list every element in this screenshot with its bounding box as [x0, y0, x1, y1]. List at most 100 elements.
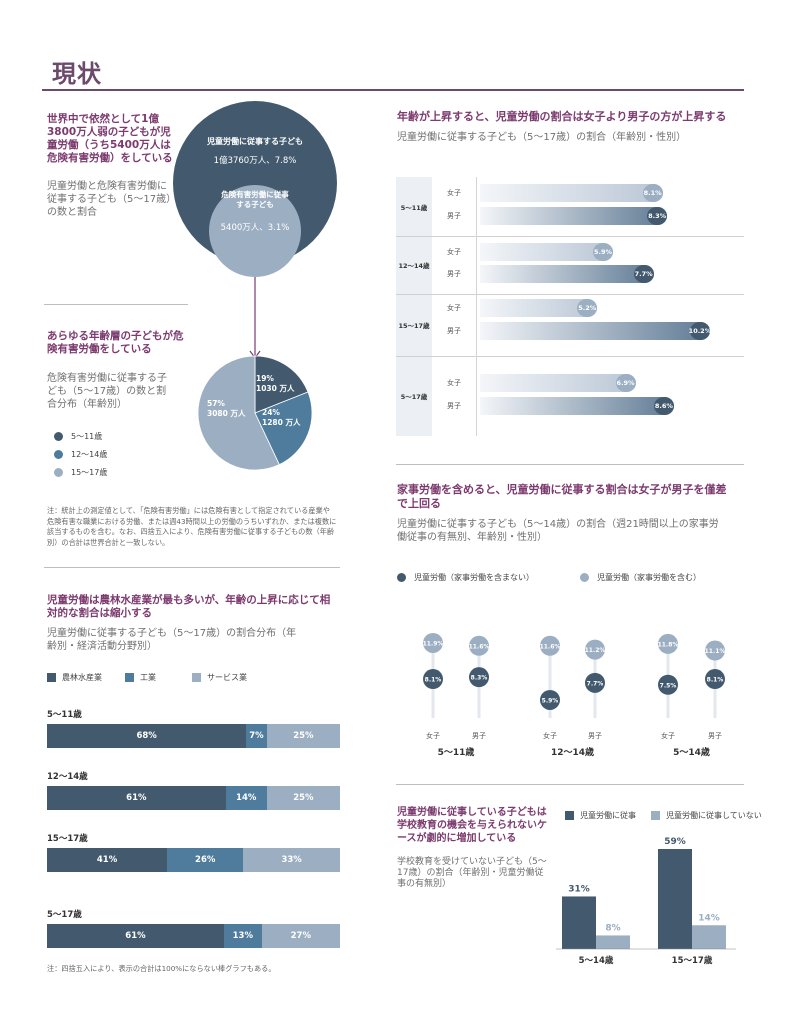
lollipop-dot-incl-household	[705, 640, 725, 661]
pie-label-5-11: 19% 1030 万人	[256, 374, 295, 393]
stack-headline: 児童労働は農林水産業が最も多いが、年齢の上昇に応じて相対的な割合は縮小する	[47, 594, 331, 619]
edu-bar	[692, 925, 726, 949]
legend-label: 児童労働に従事	[580, 811, 636, 820]
edu-legend-item: 児童労働に従事していない	[651, 811, 762, 821]
stacked-bar-segment: 68%	[47, 724, 247, 748]
lollipop-x-label: 男子	[472, 732, 486, 740]
hbar-bar	[480, 265, 654, 283]
legend-label: 農林水産業	[62, 673, 102, 682]
legend-dot	[54, 468, 63, 477]
lollipop-x-label: 女子	[543, 731, 557, 740]
hbar-row-label: 男子	[447, 212, 461, 220]
edu-headline: 児童労働に従事している子どもは学校教育の機会を与えられないケースが劇的に増加して…	[397, 807, 547, 844]
pie-label-15-17: 57% 3080 万人	[207, 399, 246, 418]
edu-bar	[596, 935, 630, 949]
hbar-bar	[480, 374, 636, 392]
legend-label: 工業	[140, 673, 156, 682]
pie-chart	[197, 355, 313, 471]
lollipop-label: 8.3%	[471, 675, 488, 682]
lolli-headline: 家事労働を含めると、児童労働に従事する割合は女子が男子を僅差で上回る	[397, 483, 727, 510]
stacked-bar-segment: 14%	[225, 786, 267, 810]
hbar-row-label: 男子	[447, 270, 461, 278]
lollipop-label: 11.6%	[469, 643, 490, 650]
lollipop-label: 11.8%	[658, 641, 679, 648]
hbar-value-label: 10.2%	[689, 322, 711, 340]
lollipop-dot-excl-household	[658, 674, 678, 695]
legend-label: 12～14歳	[71, 450, 108, 459]
legend-swatch	[47, 673, 56, 682]
stacked-bar-segment: 61%	[47, 924, 224, 948]
lollipop-label: 11.2%	[585, 647, 606, 654]
stacked-bar-segment: 27%	[261, 924, 340, 948]
education-bar-chart: 31% 8% 5～14歳 59% 14% 15～17歳	[556, 837, 736, 966]
section-divider	[44, 304, 188, 305]
stack-legend-item: 工業	[125, 673, 156, 683]
lollipop-label: 8.1%	[425, 677, 442, 684]
stacked-bar-row: 68% 7% 25%	[47, 724, 340, 748]
circles-subtitle: 児童労働と危険有害労働に従事する子ども（5～17歳）の数と割合	[47, 181, 172, 218]
inner-circle-label: 危険有害労働に従事する子ども	[221, 190, 289, 209]
section-divider	[396, 784, 744, 785]
hbar-bar	[480, 207, 668, 225]
lollipop-dot-excl-household	[540, 689, 560, 710]
hbar-bar	[480, 397, 674, 415]
edu-subtitle: 学校教育を受けていない子ども（5～17歳）の割合（年齢別・児童労働従事の有無別）	[397, 857, 547, 889]
legend-label: 児童労働（家事労働を含まない）	[414, 573, 534, 582]
lollipop-label: 11.9%	[423, 640, 444, 647]
lollipop-chart: 11.9% 8.1% 女子 11.6% 8.3% 男子 11.6% 5.9% 女子 11.2% 7.…	[423, 632, 725, 758]
page-title: 現状	[52, 60, 102, 88]
hbar-bar	[480, 322, 710, 340]
stack-category-label: 15～17歳	[47, 834, 88, 844]
hbar-group-label: 5～17歳	[400, 393, 428, 401]
hbar-headline: 年齢が上昇すると、児童労働の割合は女子より男子の方が上昇する	[397, 110, 727, 123]
stacked-bar-row: 61% 13% 27%	[47, 924, 340, 948]
hbar-group-divider	[396, 356, 744, 357]
stack-legend-item: サービス業	[192, 673, 247, 683]
edu-value-label: 14%	[698, 913, 720, 923]
stacked-bar-segment: 41%	[47, 848, 168, 872]
lollipop-label: 8.1%	[707, 677, 724, 684]
lolli-subtitle: 児童労働に従事する子ども（5～14歳）の割合（週21時間以上の家事労働従事の有無…	[397, 519, 719, 543]
stack-category-label: 5～11歳	[47, 710, 82, 720]
stacked-bar-segment: 25%	[266, 786, 340, 810]
section-divider	[396, 464, 744, 465]
stacked-bar-row: 61% 14% 25%	[47, 786, 340, 810]
lollipop-dot-incl-household	[540, 635, 560, 656]
lollipop-group-label: 12～14歳	[551, 746, 594, 758]
hbar-bar	[480, 243, 614, 261]
pie-slice	[254, 355, 309, 414]
section-divider	[44, 567, 340, 568]
edu-category-label: 5～14歳	[579, 955, 614, 966]
lollipop-group-label: 5～11歳	[438, 746, 475, 758]
stacked-bar-segment: 7%	[246, 724, 267, 748]
lollipop-dot-incl-household	[585, 639, 605, 660]
edu-value-label: 31%	[568, 884, 590, 894]
hbar-axis	[476, 177, 477, 436]
lollipop-dot-excl-household	[423, 669, 443, 690]
lollipop-x-label: 女子	[661, 731, 675, 740]
legend-label: サービス業	[207, 673, 247, 682]
lollipop-dot-excl-household	[585, 672, 605, 693]
stack-legend-item: 農林水産業	[47, 673, 102, 683]
nested-circles-chart	[173, 101, 337, 360]
lollipop-x-label: 女子	[426, 731, 440, 740]
legend-swatch	[651, 811, 660, 820]
lollipop-dot-incl-household	[658, 633, 678, 654]
hbar-value-label: 8.3%	[647, 207, 668, 225]
hbar-value-label: 8.6%	[653, 397, 674, 415]
hbar-row-label: 女子	[447, 248, 461, 256]
stacked-bar-segment: 13%	[223, 924, 262, 948]
lollipop-dot-excl-household	[469, 667, 489, 688]
lollipop-dot-incl-household	[423, 632, 443, 653]
inner-circle-value: 5400万人、3.1%	[220, 223, 290, 233]
hbar-value-label: 6.9%	[615, 374, 636, 392]
legend-label: 児童労働に従事していない	[666, 811, 762, 820]
stacked-bar-segment: 61%	[47, 786, 226, 810]
pie-headline: あらゆる年齢層の子どもが危険有害労働をしている	[47, 330, 184, 355]
pie-legend-item: 12～14歳	[54, 450, 107, 460]
title-divider	[42, 89, 744, 91]
legend-label: 児童労働（家事労働を含む）	[597, 573, 701, 582]
stacked-bar-segment: 25%	[266, 724, 340, 748]
hbar-group-label: 15～17歳	[398, 322, 430, 330]
hbar-value-label: 5.2%	[577, 299, 598, 317]
